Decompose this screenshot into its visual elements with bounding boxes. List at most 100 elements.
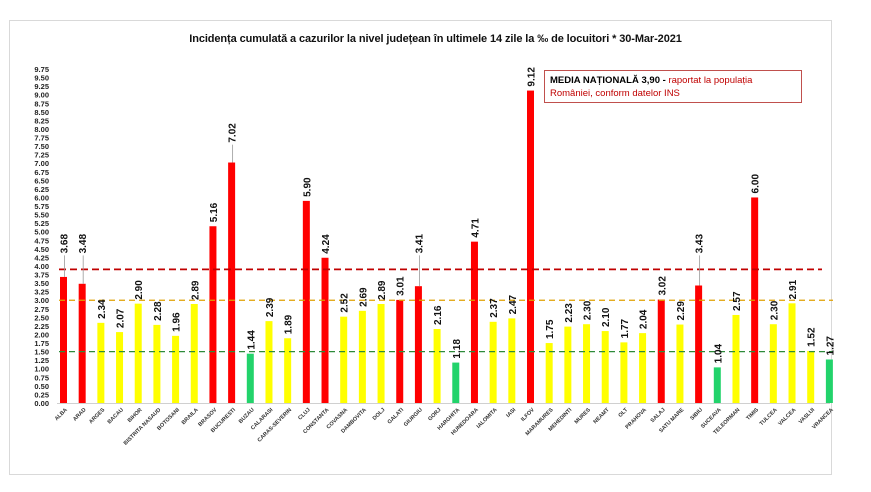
bar [527, 90, 534, 403]
y-tick-label: 8.75 [34, 99, 49, 108]
bar [172, 335, 180, 403]
bar [545, 343, 553, 403]
bar [78, 283, 86, 403]
y-tick-label: 3.25 [34, 288, 49, 297]
y-tick-label: 5.25 [34, 219, 49, 228]
y-tick-label: 7.50 [34, 142, 49, 151]
bar [769, 324, 777, 403]
annotation-dash: - [659, 75, 669, 86]
y-tick-label: 7.00 [34, 159, 49, 168]
x-tick-label: BACAU [107, 407, 125, 425]
x-tick-label: CLUJ [297, 407, 311, 421]
y-tick-label: 7.75 [34, 134, 49, 143]
data-label: 9.12 [527, 67, 538, 87]
data-label: 4.71 [470, 218, 481, 238]
bar [302, 200, 310, 403]
data-label: 1.77 [620, 318, 631, 338]
y-tick-label: 2.50 [34, 313, 49, 322]
y-tick-label: 6.50 [34, 176, 49, 185]
national-average-annotation: MEDIA NAȚIONALĂ 3,90 - raportat la popul… [544, 70, 802, 103]
data-label: 6.00 [751, 174, 762, 194]
x-tick-label: ARGES [88, 407, 106, 425]
data-label: 1.44 [246, 330, 257, 350]
data-label: 2.30 [583, 300, 594, 320]
bar [190, 303, 198, 403]
bar [246, 353, 254, 403]
y-tick-label: 3.00 [34, 296, 49, 305]
bar [284, 338, 292, 403]
bar [788, 303, 796, 403]
bar [807, 350, 815, 403]
y-tick-label: 6.75 [34, 168, 49, 177]
y-tick-label: 3.50 [34, 279, 49, 288]
x-tick-label: OLT [618, 407, 630, 419]
y-tick-label: 3.75 [34, 271, 49, 280]
x-tick-label: CARAS-SEVERIN [257, 407, 293, 443]
chart-title: Incidența cumulată a cazurilor la nivel … [189, 33, 682, 45]
bar [358, 310, 366, 403]
bar [97, 322, 105, 403]
data-label: 1.18 [452, 339, 463, 359]
x-tick-label: BUZAU [238, 407, 256, 425]
y-tick-label: 0.75 [34, 373, 49, 382]
x-tick-label: ALBA [54, 407, 69, 422]
data-label: 2.30 [769, 300, 780, 320]
x-tick-label: MURES [574, 407, 593, 426]
bar [489, 321, 497, 403]
y-tick-label: 8.00 [34, 125, 49, 134]
bar [209, 226, 217, 403]
y-tick-label: 1.25 [34, 356, 49, 365]
x-tick-label: ARAD [72, 407, 87, 422]
y-tick-label: 9.00 [34, 91, 49, 100]
x-tick-label: TULCEA [759, 407, 779, 427]
data-label: 2.10 [601, 307, 612, 327]
data-label: 2.89 [377, 280, 388, 300]
x-tick-label: GORJ [427, 407, 442, 422]
bar [134, 303, 142, 403]
bar [676, 324, 684, 403]
data-label: 1.52 [807, 327, 818, 347]
y-tick-label: 2.75 [34, 305, 49, 314]
bar [60, 276, 67, 403]
data-label: 1.89 [284, 314, 295, 334]
y-tick-label: 9.75 [34, 65, 49, 74]
bar [825, 359, 833, 403]
bar [695, 285, 703, 403]
data-label: 4.24 [321, 234, 332, 254]
data-label: 2.47 [508, 294, 519, 314]
y-tick-label: 5.50 [34, 211, 49, 220]
data-label: 2.90 [134, 280, 145, 300]
data-label: 2.52 [340, 293, 351, 313]
y-tick-label: 1.50 [34, 348, 49, 357]
x-tick-label: IASI [505, 407, 517, 419]
data-label: 2.28 [153, 301, 164, 321]
y-tick-label: 8.50 [34, 108, 49, 117]
y-tick-label: 0.00 [34, 399, 49, 408]
bar [620, 342, 628, 403]
data-label: 2.57 [732, 291, 743, 311]
data-label: 3.01 [396, 276, 407, 296]
bar [433, 329, 441, 403]
data-label: 3.41 [414, 234, 425, 254]
y-tick-label: 5.00 [34, 228, 49, 237]
bar [340, 316, 348, 403]
data-label: 1.75 [545, 319, 556, 339]
x-tick-label: NEAMT [593, 407, 612, 426]
y-tick-label: 2.00 [34, 330, 49, 339]
y-tick-label: 8.25 [34, 116, 49, 125]
data-label: 2.23 [564, 303, 575, 323]
y-tick-label: 1.75 [34, 339, 49, 348]
x-tick-label: VASLUI [798, 407, 817, 426]
data-label: 2.37 [489, 298, 500, 318]
y-tick-label: 6.00 [34, 193, 49, 202]
y-tick-label: 7.25 [34, 151, 49, 160]
bar [508, 318, 516, 403]
bar [265, 321, 273, 403]
y-tick-label: 9.25 [34, 82, 49, 91]
data-label: 3.02 [657, 276, 668, 296]
bar [470, 241, 478, 403]
data-label: 7.02 [228, 123, 239, 143]
data-label: 2.04 [639, 309, 650, 329]
bar [414, 286, 422, 403]
y-tick-label: 4.50 [34, 245, 49, 254]
